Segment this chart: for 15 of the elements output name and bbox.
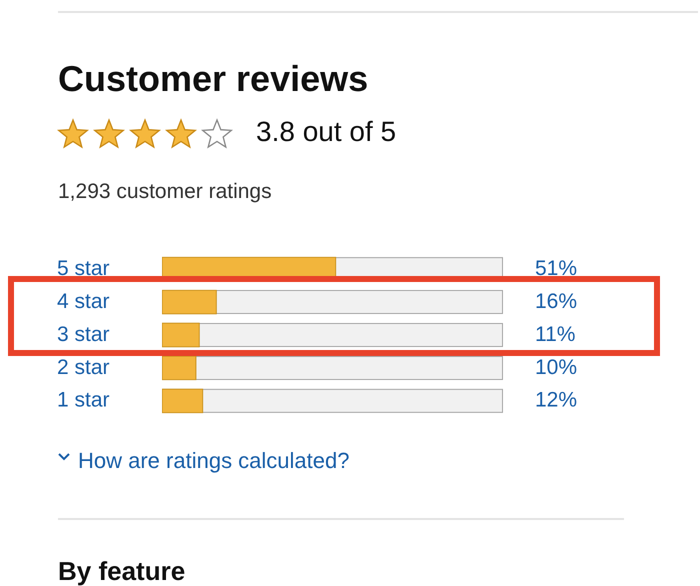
data-label: 10% <box>535 356 578 379</box>
text: How are ratings calculated? <box>78 448 350 474</box>
chart-title: Customer reviews <box>58 58 368 100</box>
data-label: 16% <box>535 290 578 313</box>
y-tick-label: 1 star <box>57 388 110 412</box>
data-label: 11% <box>535 322 576 346</box>
data-label: 12% <box>535 388 578 412</box>
y-tick-label: 5 star <box>57 256 110 280</box>
y-tick-label: 2 star <box>57 356 110 379</box>
text: 1,293 customer ratings <box>58 180 272 204</box>
chart-subtitle: 3.8 out of 5 <box>256 116 396 148</box>
data-label: 51% <box>535 256 578 280</box>
y-tick-label: 4 star <box>57 290 110 313</box>
y-tick-label: 3 star <box>57 322 110 346</box>
text: By feature <box>58 556 186 586</box>
